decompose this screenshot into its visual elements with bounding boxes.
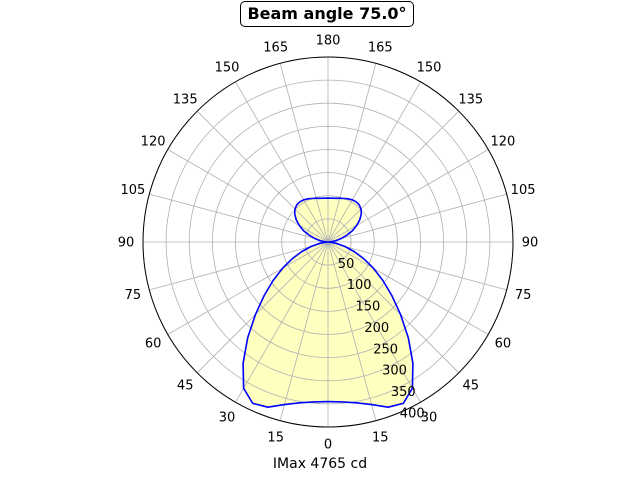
angle-gridline-10 [327,81,421,243]
angle-gridline-21 [196,241,329,374]
angle-tick-label-2: 30 [421,410,438,425]
angle-gridline-1 [327,241,377,421]
angle-gridline-19 [149,241,329,291]
angle-gridline-13 [279,63,329,243]
angle-tick-label-5: 75 [515,288,532,303]
chart-title: Beam angle 75.0° [240,1,414,27]
angle-tick-label-20: 60 [145,337,162,352]
angle-tick-label-0: 0 [324,438,332,453]
angle-tick-label-10: 150 [417,61,442,76]
angle-gridline-4 [327,241,489,335]
angle-tick-labels: 0 15 30 45 60 75 90 105 120 135 150 165 180 165 150 135… [118,34,539,453]
angle-tick-label-16: 120 [141,135,166,150]
angle-tick-label-21: 45 [177,378,194,393]
radial-tick-label-1: 100 [347,278,372,293]
angle-gridline-9 [327,110,460,243]
angle-tick-label-15: 135 [173,93,198,108]
angle-tick-label-11: 165 [368,40,393,55]
angle-tick-label-19: 75 [125,288,142,303]
angle-gridline-20 [167,241,329,335]
angle-tick-label-3: 45 [463,378,480,393]
angle-gridline-2 [327,241,421,403]
radial-tick-label-5: 300 [382,364,407,379]
polar-grid [142,56,514,428]
radial-tick-label-6: 350 [391,385,416,400]
radial-tick-label-3: 200 [364,321,389,336]
radial-tick-label-2: 150 [356,300,381,315]
polar-frame [142,56,514,428]
intensity-line [242,197,414,408]
angle-tick-label-4: 60 [495,337,512,352]
angle-tick-label-12: 180 [316,34,341,49]
x-axis-label: IMax 4765 cd [272,456,368,472]
angle-tick-label-17: 105 [120,183,145,198]
angle-gridline-8 [327,149,489,243]
radial-tick-label-4: 250 [373,342,398,357]
intensity-curve [242,197,414,408]
angle-gridline-14 [235,81,329,243]
angle-tick-label-8: 120 [490,135,515,150]
angle-gridline-3 [327,241,460,374]
angle-tick-label-22: 30 [219,410,236,425]
radial-tick-labels: 50 100 150 200 250 300 350 400 [338,257,425,422]
angle-gridline-17 [149,193,329,243]
angle-gridline-23 [279,241,329,421]
radial-tick-label-0: 50 [338,257,355,272]
angle-gridline-5 [327,241,507,291]
angle-tick-label-7: 105 [511,183,536,198]
radial-tick-label-7: 400 [400,406,425,421]
angle-tick-label-6: 90 [522,236,539,251]
angle-gridline-11 [327,63,377,243]
angle-gridline-16 [167,149,329,243]
angle-tick-label-1: 15 [372,431,389,446]
angle-gridline-7 [327,193,507,243]
angle-tick-label-13: 165 [263,40,288,55]
angle-tick-label-23: 15 [267,431,284,446]
angle-tick-label-18: 90 [118,236,135,251]
angle-gridline-15 [196,110,329,243]
angle-gridline-22 [235,241,329,403]
angle-tick-label-14: 150 [215,61,240,76]
angle-tick-label-9: 135 [458,93,483,108]
